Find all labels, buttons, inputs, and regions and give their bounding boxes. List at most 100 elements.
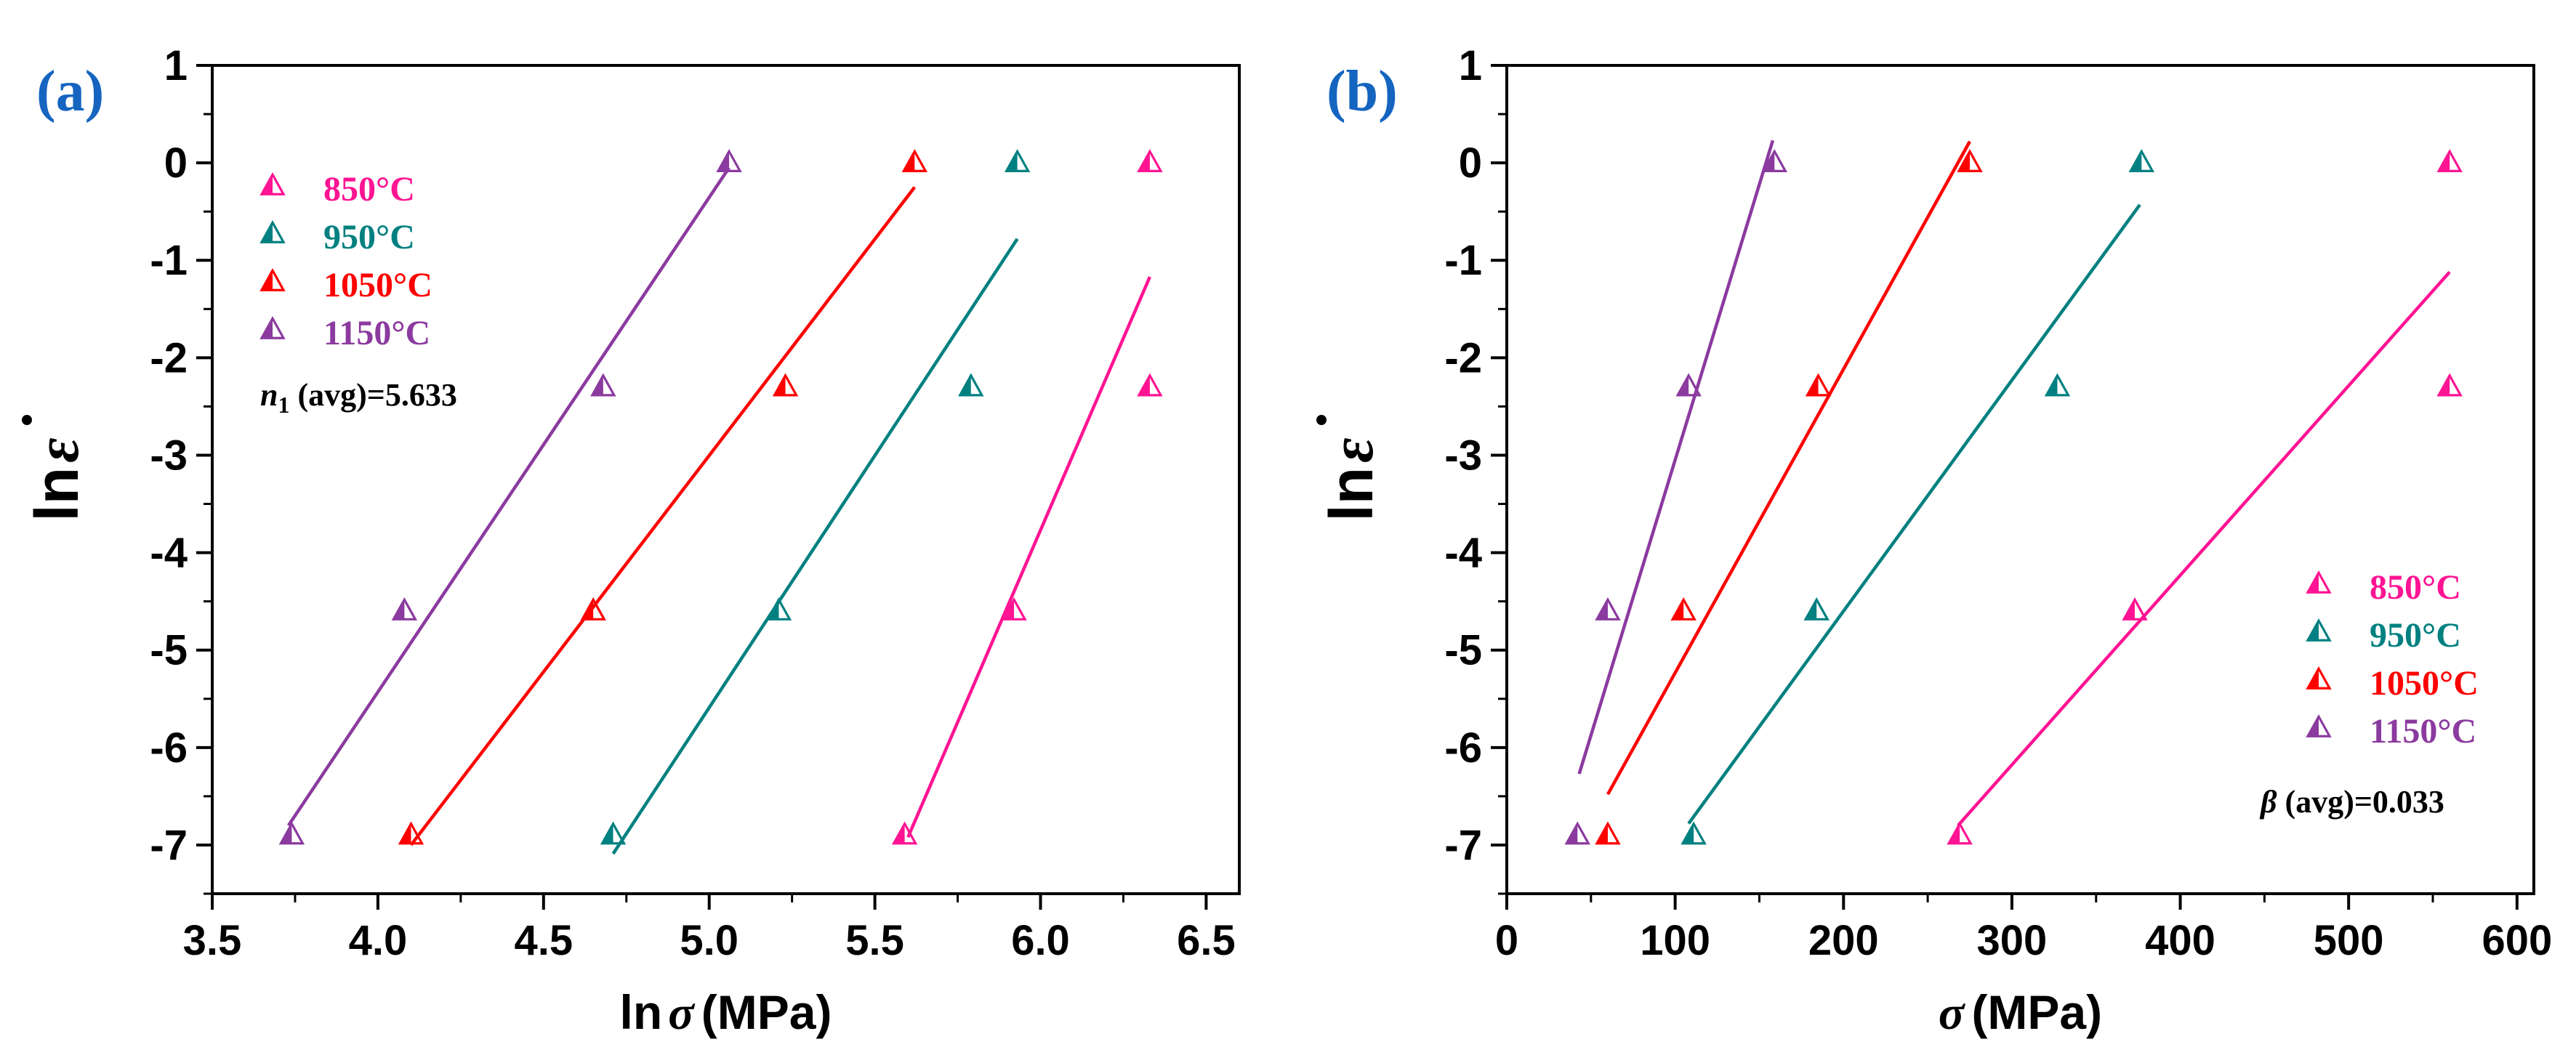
y-tick-label: -1 xyxy=(1444,237,1482,284)
data-point-850C xyxy=(1001,597,1027,621)
marker-outline xyxy=(2306,666,2332,690)
marker-outline xyxy=(2436,373,2463,397)
fit-line-850C xyxy=(906,276,1151,838)
data-point-950C xyxy=(1681,821,1707,845)
marker-outline xyxy=(259,267,286,291)
data-point-950C xyxy=(1004,149,1031,172)
marker-outline xyxy=(590,373,616,397)
data-point-1050C xyxy=(772,373,799,397)
marker-outline xyxy=(891,821,918,845)
data-point-1050C xyxy=(398,821,424,845)
y-tick-label: -3 xyxy=(150,432,188,479)
y-axis-symbol: ε xyxy=(1319,437,1386,462)
data-point-850C xyxy=(2122,597,2148,621)
marker-outline xyxy=(580,597,606,621)
panel-a: 10-1-2-3-4-5-6-73.5 4.0 4.5 5.0 5.5 6.0 6.5ln σ… xyxy=(22,42,1241,1040)
marker-outline xyxy=(2306,618,2332,642)
data-point-1050C xyxy=(580,597,606,621)
marker-outline xyxy=(1957,149,1983,172)
marker-outline xyxy=(772,373,799,397)
y-axis-title: ln ε xyxy=(1317,437,1386,521)
plot-frame xyxy=(1505,64,2535,895)
y-tick-label: -6 xyxy=(150,724,188,772)
fit-line-850C xyxy=(1957,270,2451,827)
y-tick-label: -7 xyxy=(1444,822,1482,869)
legend-marker xyxy=(2306,618,2332,642)
data-point-950C xyxy=(765,597,792,621)
y-axis-title: ln ε xyxy=(23,437,92,521)
y-axis-symbol: ε xyxy=(24,437,92,462)
y-tick-label: -4 xyxy=(1444,530,1482,577)
marker-outline xyxy=(2128,149,2154,172)
panel-b: 1 0 -1 -2 -3 -4 -5 -6 -7 0 100 200 300 400 500 600 σ (MPa… xyxy=(1316,42,2552,1040)
x-axis-symbol: σ xyxy=(1939,987,1966,1040)
x-tick-label: 6.5 xyxy=(1177,917,1236,964)
data-point-1150C xyxy=(1595,597,1621,621)
annotation-symbol: β xyxy=(2259,784,2277,820)
x-tick-label: 0 xyxy=(1495,917,1518,964)
legend-marker xyxy=(259,171,286,195)
x-tick-label: 200 xyxy=(1808,917,1879,964)
annotation-subscript: 1 xyxy=(278,392,289,418)
x-tick-label: 5.5 xyxy=(845,917,904,964)
data-point-850C xyxy=(2436,149,2463,172)
legend-marker xyxy=(2306,666,2332,690)
marker-outline xyxy=(600,821,627,845)
x-axis-symbol: σ xyxy=(668,987,696,1040)
fit-line-1050C xyxy=(1606,140,1971,796)
epsilon-dot xyxy=(1316,415,1327,425)
annotation-symbol: n xyxy=(260,377,278,413)
marker-outline xyxy=(1761,149,1788,172)
marker-outline xyxy=(2044,373,2071,397)
marker-outline xyxy=(765,597,792,621)
marker-outline xyxy=(259,171,286,195)
data-point-950C xyxy=(2044,373,2071,397)
legend-label: 850°C xyxy=(2370,568,2461,607)
data-point-850C xyxy=(891,821,918,845)
annotation-text: (avg)=0.033 xyxy=(2277,784,2444,820)
x-tick-label: 400 xyxy=(2145,917,2215,964)
marker-outline xyxy=(259,315,286,339)
marker-outline xyxy=(1681,821,1707,845)
data-point-1150C xyxy=(1564,821,1591,845)
fit-line-1050C xyxy=(409,186,917,846)
marker-outline xyxy=(391,597,418,621)
marker-outline xyxy=(259,219,286,243)
fit-line-950C xyxy=(611,238,1019,855)
fit-line-950C xyxy=(1687,203,2141,825)
y-axis-prefix: ln xyxy=(1317,467,1385,522)
fit-line-1150C xyxy=(286,166,730,827)
marker-outline xyxy=(958,373,984,397)
marker-outline xyxy=(716,149,742,172)
fit-annotation: β (avg)=0.033 xyxy=(2259,784,2444,820)
panel-label: (b) xyxy=(1327,60,1398,124)
marker-outline xyxy=(1137,373,1163,397)
y-tick-label: -1 xyxy=(150,237,188,284)
y-tick-label: -7 xyxy=(150,822,188,869)
data-point-1150C xyxy=(278,821,305,845)
data-point-850C xyxy=(1947,821,1973,845)
panel-label: (a) xyxy=(36,60,104,124)
fit-annotation: n1 (avg)=5.633 xyxy=(260,377,457,418)
marker-outline xyxy=(901,149,928,172)
data-point-1150C xyxy=(1675,373,1702,397)
x-tick-label: 600 xyxy=(2482,917,2552,964)
y-tick-label: 1 xyxy=(1459,42,1482,89)
x-tick-label: 3.5 xyxy=(183,917,242,964)
data-point-850C xyxy=(1137,149,1163,172)
annotation-text: (avg)=5.633 xyxy=(289,377,456,413)
legend-label: 950°C xyxy=(2370,616,2461,655)
x-tick-label: 500 xyxy=(2314,917,2384,964)
legend-marker xyxy=(259,219,286,243)
marker-outline xyxy=(398,821,424,845)
legend: 850°C 950°C 1050°C 1150°C xyxy=(259,170,432,352)
data-point-1150C xyxy=(590,373,616,397)
x-tick-label: 5.0 xyxy=(680,917,738,964)
legend-label: 1150°C xyxy=(2370,712,2476,751)
legend-marker xyxy=(259,267,286,291)
legend-marker xyxy=(259,315,286,339)
y-tick-label: -5 xyxy=(1444,627,1482,674)
marker-outline xyxy=(1001,597,1027,621)
data-point-950C xyxy=(2128,149,2154,172)
legend-label: 950°C xyxy=(323,218,415,256)
